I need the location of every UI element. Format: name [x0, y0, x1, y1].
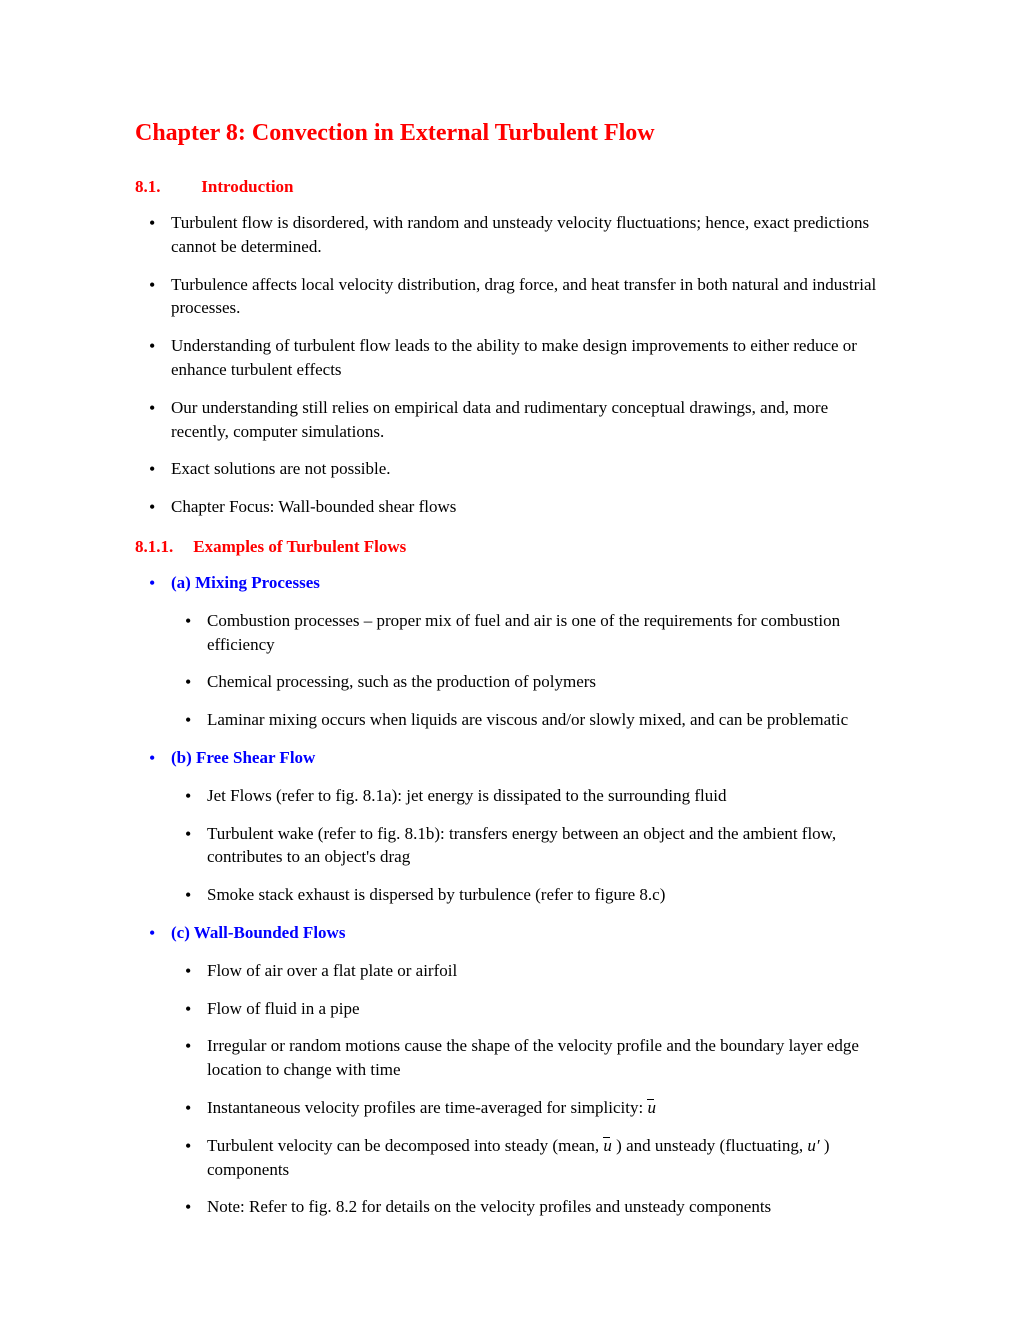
- subsection-number: 8.1.1.: [135, 537, 189, 557]
- list-item: Jet Flows (refer to fig. 8.1a): jet ener…: [171, 784, 885, 808]
- list-item: Turbulent wake (refer to fig. 8.1b): tra…: [171, 822, 885, 870]
- list-item: Chapter Focus: Wall-bounded shear flows: [135, 495, 885, 519]
- chapter-title: Chapter 8: Convection in External Turbul…: [135, 120, 885, 147]
- list-item: Our understanding still relies on empiri…: [135, 396, 885, 444]
- group-c-bullets: Flow of air over a flat plate or airfoil…: [171, 959, 885, 1219]
- list-item: Irregular or random motions cause the sh…: [171, 1034, 885, 1082]
- group-heading-item: (b) Free Shear Flow: [135, 746, 885, 770]
- group-b-heading-list: (b) Free Shear Flow: [135, 746, 885, 770]
- bullet-text-prefix: Turbulent velocity can be decomposed int…: [207, 1136, 603, 1155]
- math-u-bar: u: [603, 1134, 612, 1158]
- bullet-text-prefix: Instantaneous velocity profiles are time…: [207, 1098, 647, 1117]
- list-item: Understanding of turbulent flow leads to…: [135, 334, 885, 382]
- math-u-bar: u: [647, 1096, 656, 1120]
- group-a-heading: (a) Mixing Processes: [171, 573, 320, 592]
- group-b-bullets: Jet Flows (refer to fig. 8.1a): jet ener…: [171, 784, 885, 907]
- list-item: Smoke stack exhaust is dispersed by turb…: [171, 883, 885, 907]
- section-title: Introduction: [201, 177, 293, 196]
- section-number: 8.1.: [135, 177, 197, 197]
- group-c-heading: (c) Wall-Bounded Flows: [171, 923, 345, 942]
- list-item: Turbulent velocity can be decomposed int…: [171, 1134, 885, 1182]
- group-a-heading-list: (a) Mixing Processes: [135, 571, 885, 595]
- list-item: Chemical processing, such as the product…: [171, 670, 885, 694]
- list-item: Turbulent flow is disordered, with rando…: [135, 211, 885, 259]
- list-item: Exact solutions are not possible.: [135, 457, 885, 481]
- list-item: Combustion processes – proper mix of fue…: [171, 609, 885, 657]
- subsection-title: Examples of Turbulent Flows: [193, 537, 406, 556]
- group-heading-item: (c) Wall-Bounded Flows: [135, 921, 885, 945]
- group-b-heading: (b) Free Shear Flow: [171, 748, 315, 767]
- list-item: Note: Refer to fig. 8.2 for details on t…: [171, 1195, 885, 1219]
- section-heading: 8.1. Introduction: [135, 177, 885, 197]
- group-heading-item: (a) Mixing Processes: [135, 571, 885, 595]
- list-item: Turbulence affects local velocity distri…: [135, 273, 885, 321]
- list-item: Flow of air over a flat plate or airfoil: [171, 959, 885, 983]
- list-item: Laminar mixing occurs when liquids are v…: [171, 708, 885, 732]
- group-a-bullets: Combustion processes – proper mix of fue…: [171, 609, 885, 732]
- bullet-text-mid: ) and unsteady (fluctuating,: [612, 1136, 807, 1155]
- list-item: Flow of fluid in a pipe: [171, 997, 885, 1021]
- intro-bullet-list: Turbulent flow is disordered, with rando…: [135, 211, 885, 519]
- group-c-heading-list: (c) Wall-Bounded Flows: [135, 921, 885, 945]
- math-u-prime: u′: [807, 1136, 819, 1155]
- subsection-heading: 8.1.1. Examples of Turbulent Flows: [135, 537, 885, 557]
- list-item: Instantaneous velocity profiles are time…: [171, 1096, 885, 1120]
